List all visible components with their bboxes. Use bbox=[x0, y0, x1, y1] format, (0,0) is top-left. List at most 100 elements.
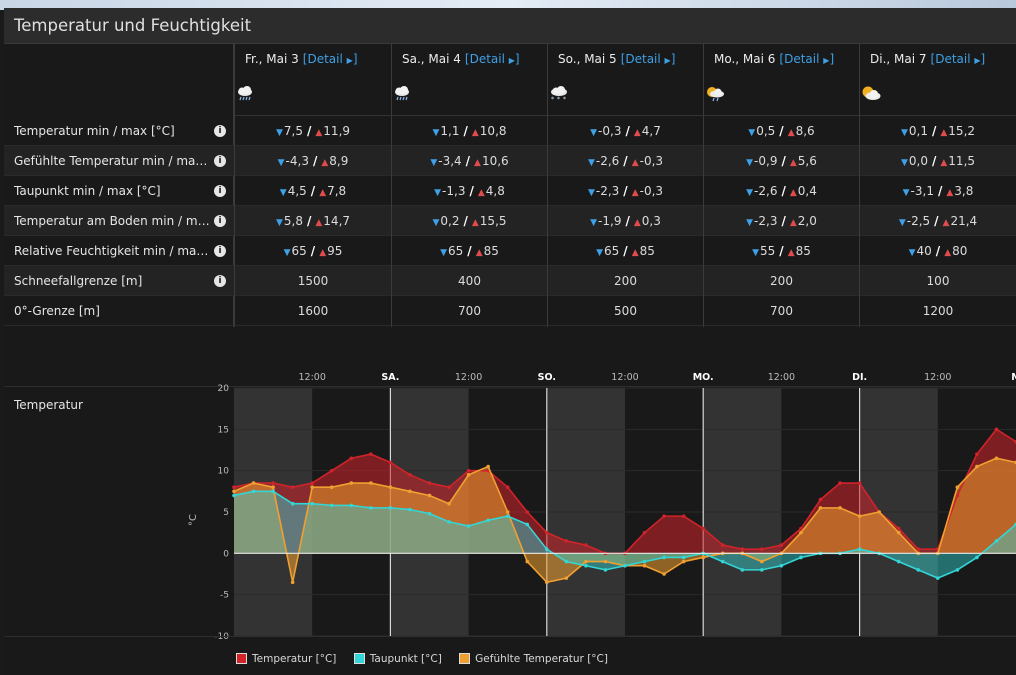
row-cell: ▼65/▲85 bbox=[547, 236, 703, 266]
separator: / bbox=[623, 244, 628, 258]
feels-like-point bbox=[564, 576, 569, 580]
max-value: 5,6 bbox=[797, 154, 817, 168]
feels-like-point bbox=[955, 485, 960, 490]
max-value: 0,4 bbox=[797, 184, 817, 198]
max-value: 85 bbox=[483, 244, 499, 258]
legend-item-temperature[interactable]: Temperatur [°C] bbox=[236, 653, 336, 665]
y-tick-label: -10 bbox=[214, 632, 229, 642]
feels-like-point bbox=[642, 563, 647, 568]
max-value: -0,3 bbox=[639, 154, 664, 168]
data-row-6: 0°-Grenze [m] 1600 700 500 700 1200 bbox=[4, 296, 1016, 326]
min-arrow-icon: ▼ bbox=[596, 248, 604, 258]
info-icon[interactable]: i bbox=[214, 125, 226, 137]
dewpoint-point bbox=[329, 503, 334, 508]
dewpoint-point bbox=[545, 547, 549, 551]
separator: / bbox=[469, 184, 474, 198]
detail-link[interactable]: [Detail ▶] bbox=[620, 52, 676, 66]
desktop-background bbox=[0, 0, 1016, 10]
temperature-point bbox=[232, 485, 236, 490]
temperature-point bbox=[349, 456, 354, 461]
legend-item-feels-like[interactable]: Gefühlte Temperatur [°C] bbox=[459, 653, 608, 665]
separator: / bbox=[623, 154, 628, 168]
max-arrow-icon: ▲ bbox=[315, 218, 323, 228]
data-row-4: Relative Feuchtigkeit min / max [%] i ▼65/… bbox=[4, 236, 1016, 266]
detail-link[interactable]: [Detail ▶] bbox=[302, 52, 358, 66]
dewpoint-point bbox=[349, 503, 354, 508]
temperature-point bbox=[896, 526, 901, 531]
feels-like-point bbox=[896, 530, 901, 535]
max-value: -0,3 bbox=[639, 184, 664, 198]
dewpoint-point bbox=[408, 507, 412, 512]
column-divider bbox=[859, 116, 860, 327]
temperature-point bbox=[838, 481, 842, 485]
y-tick-label: 10 bbox=[218, 467, 230, 477]
dewpoint-point bbox=[936, 576, 940, 580]
feels-like-point bbox=[838, 506, 842, 510]
dewpoint-point bbox=[369, 506, 373, 510]
info-icon[interactable]: i bbox=[214, 245, 226, 257]
min-arrow-icon: ▼ bbox=[748, 128, 756, 138]
min-arrow-icon: ▼ bbox=[434, 188, 442, 198]
temperature-point bbox=[779, 543, 784, 547]
info-icon[interactable]: i bbox=[214, 155, 226, 167]
max-value: 10,6 bbox=[481, 154, 509, 168]
caret-right-icon: ▶ bbox=[508, 56, 515, 65]
dewpoint-point bbox=[603, 568, 608, 572]
max-arrow-icon: ▲ bbox=[789, 158, 797, 168]
temperature-point bbox=[388, 460, 393, 465]
feels-like-point bbox=[466, 473, 471, 477]
separator: / bbox=[312, 154, 318, 168]
detail-link[interactable]: [Detail ▶] bbox=[464, 52, 520, 66]
separator: / bbox=[463, 124, 468, 138]
x-tick-label: 12:00 bbox=[455, 372, 482, 383]
y-axis-label: °C bbox=[188, 514, 199, 526]
info-icon[interactable]: i bbox=[214, 185, 226, 197]
dewpoint-point bbox=[720, 559, 725, 564]
info-icon[interactable]: i bbox=[214, 275, 226, 287]
min-value: 65 bbox=[291, 244, 307, 258]
detail-link[interactable]: [Detail ▶] bbox=[930, 52, 986, 66]
min-value: 7,5 bbox=[283, 124, 303, 138]
day-date-text: Sa., Mai 4 bbox=[402, 52, 461, 66]
max-value: 8,6 bbox=[795, 124, 815, 138]
feels-like-point bbox=[681, 559, 686, 564]
min-arrow-icon: ▼ bbox=[902, 188, 910, 198]
dewpoint-point bbox=[779, 563, 784, 568]
legend-item-dewpoint[interactable]: Taupunkt [°C] bbox=[353, 653, 442, 665]
legend-swatch-temperature bbox=[236, 653, 247, 664]
temperature-point bbox=[799, 526, 803, 531]
max-arrow-icon: ▲ bbox=[321, 158, 329, 168]
feels-like-point bbox=[545, 580, 549, 585]
day-date: Mo., Mai 6 [Detail ▶] bbox=[714, 52, 834, 66]
min-arrow-icon: ▼ bbox=[746, 218, 754, 228]
dewpoint-point bbox=[642, 559, 647, 564]
separator: / bbox=[625, 124, 630, 138]
row-cell: ▼4,5/▲7,8 bbox=[234, 176, 391, 206]
temperature-point bbox=[408, 473, 412, 477]
x-tick-label: 12:00 bbox=[299, 372, 326, 383]
temperature-point bbox=[994, 427, 999, 432]
day-header-1: Sa., Mai 4 [Detail ▶] bbox=[391, 44, 547, 116]
max-value: 0,3 bbox=[641, 214, 661, 228]
dewpoint-point bbox=[760, 568, 764, 572]
info-icon[interactable]: i bbox=[214, 215, 226, 227]
y-tick-label: 5 bbox=[223, 508, 229, 518]
dewpoint-point bbox=[799, 555, 803, 560]
row-cell: ▼55/▲85 bbox=[703, 236, 859, 266]
max-value: 85 bbox=[795, 244, 811, 258]
feels-like-point bbox=[505, 510, 510, 514]
min-arrow-icon: ▼ bbox=[587, 188, 595, 198]
day-header-2: So., Mai 5 [Detail ▶] * * * bbox=[547, 44, 703, 116]
temperature-point bbox=[975, 452, 979, 456]
min-value: -3,4 bbox=[438, 154, 462, 168]
dewpoint-point bbox=[310, 501, 315, 506]
day-date: So., Mai 5 [Detail ▶] bbox=[558, 52, 675, 66]
day-date: Fr., Mai 3 [Detail ▶] bbox=[245, 52, 358, 66]
dewpoint-point bbox=[916, 568, 921, 572]
max-arrow-icon: ▲ bbox=[942, 218, 950, 228]
feels-like-point bbox=[799, 530, 803, 535]
feels-like-point bbox=[701, 555, 705, 560]
temperature-point bbox=[760, 547, 764, 551]
detail-link[interactable]: [Detail ▶] bbox=[779, 52, 835, 66]
dewpoint-point bbox=[584, 563, 588, 568]
